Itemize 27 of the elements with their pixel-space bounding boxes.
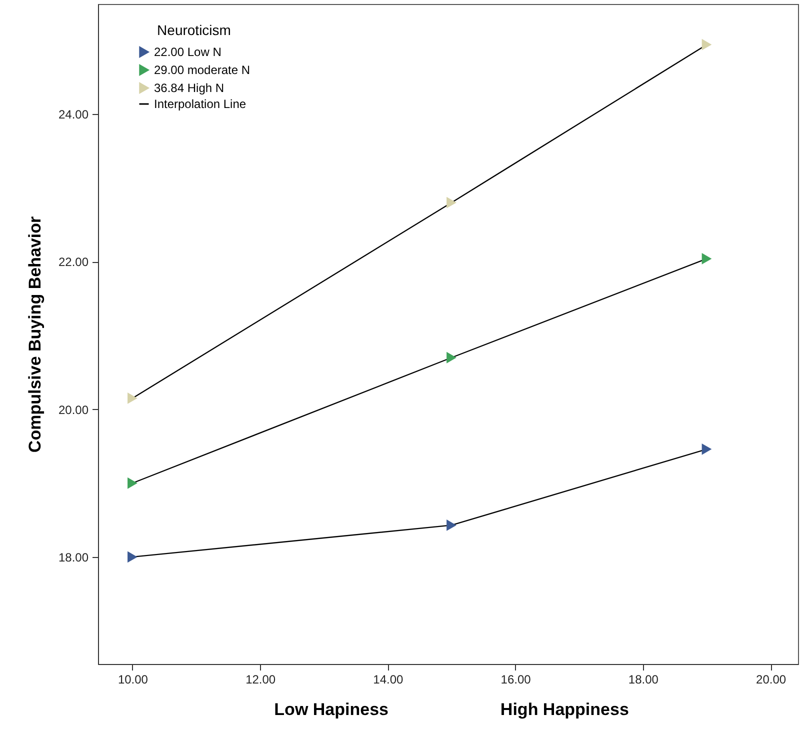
point — [128, 392, 138, 404]
legend-label: 36.84 High N — [154, 81, 224, 95]
text: Low Hapiness — [274, 700, 388, 719]
y-tick-label: 18.00 — [58, 550, 89, 564]
point — [702, 38, 712, 50]
y-tick-label: 20.00 — [58, 402, 89, 417]
legend-label: 22.00 Low N — [154, 45, 222, 59]
x-tick-label: 10.00 — [118, 672, 148, 686]
x-tick-label: 12.00 — [246, 672, 276, 686]
x-tick-label: 14.00 — [373, 672, 404, 686]
point — [446, 352, 456, 364]
point — [128, 551, 138, 563]
point — [702, 443, 712, 455]
point — [128, 477, 138, 489]
legend-label: 29.00 moderate N — [154, 63, 250, 77]
legend-label: Interpolation Line — [154, 97, 246, 111]
text: High Happiness — [500, 700, 629, 719]
legend-title: Neuroticism — [157, 22, 231, 38]
y-tick-label: 24.00 — [58, 108, 89, 122]
x-tick-label: 18.00 — [628, 672, 659, 686]
x-tick-label: 16.00 — [500, 672, 532, 686]
y-axis-title: Compulsive Buying Behavior — [25, 216, 44, 453]
x-tick-label: 20.00 — [756, 672, 786, 686]
y-tick-label: 22.00 — [58, 255, 89, 270]
point — [702, 252, 712, 264]
point — [446, 196, 456, 208]
point — [446, 520, 456, 531]
